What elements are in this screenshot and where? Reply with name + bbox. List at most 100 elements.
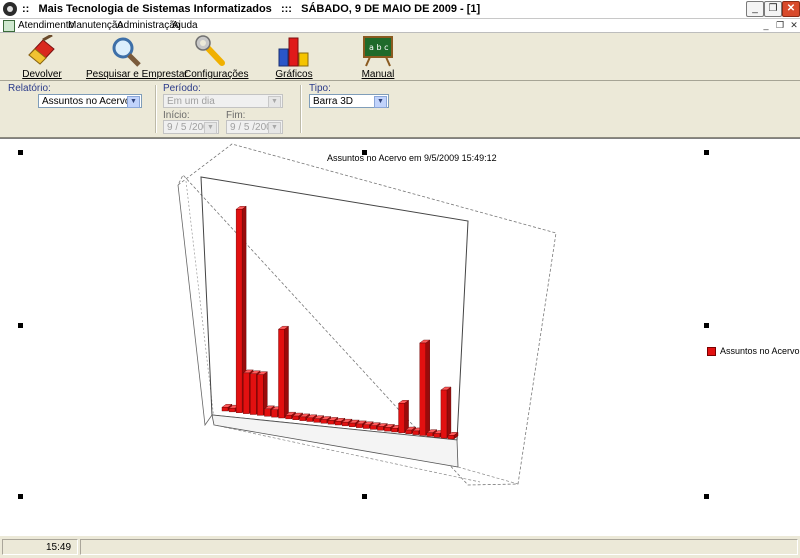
chart-bar-side [284, 325, 289, 419]
toolbar: Devolver Pesquisar e Emprestar Configura… [0, 33, 800, 81]
bars-group [221, 205, 459, 440]
chart-bar [447, 431, 459, 440]
divider [155, 85, 157, 133]
floor-front-edge [213, 424, 481, 483]
configuracoes-button[interactable]: Configurações [184, 35, 249, 80]
chart-bar-side [404, 399, 409, 434]
status-bar: 15:49 [0, 536, 800, 558]
chart-bar-face [306, 417, 313, 422]
status-panel [2, 539, 78, 555]
chart-bar-face [341, 421, 349, 427]
chart-bar-face [447, 435, 455, 440]
chart-bar-face [334, 421, 342, 426]
menu-manutencao[interactable]: Manutenção [68, 20, 124, 31]
chevron-down-icon: ▼ [268, 96, 281, 108]
chart-bar-face [440, 389, 448, 439]
window-title: :: Mais Tecnologia de Sistemas Informati… [22, 3, 481, 15]
chart-bar-face [370, 425, 377, 430]
chevron-down-icon: ▼ [268, 122, 281, 134]
resize-handle[interactable] [18, 494, 23, 499]
magnifier-icon [112, 37, 141, 67]
chart-bar [235, 205, 247, 414]
chart-bar-side [446, 386, 452, 439]
tipo-value: Barra 3D [313, 96, 354, 107]
close-button[interactable]: ✕ [782, 1, 800, 17]
resize-handle[interactable] [704, 323, 709, 328]
chart-bar-face [242, 372, 250, 414]
periodo-value: Em um dia [167, 96, 215, 107]
mdi-restore-button[interactable]: ❐ [775, 20, 785, 30]
chart-bar-face [285, 414, 292, 420]
restore-button[interactable]: ❐ [764, 1, 782, 17]
chevron-down-icon: ▼ [374, 96, 387, 108]
resize-handle[interactable] [704, 494, 709, 499]
periodo-select[interactable]: Em um dia ▼ [163, 94, 283, 108]
mdi-window-icon[interactable] [3, 20, 15, 32]
chart-bar-face [228, 407, 236, 413]
status-clock: 15:49 [46, 542, 72, 553]
menu-ajuda[interactable]: Ajuda [172, 20, 198, 31]
inicio-value: 9 / 5 /2009 [167, 122, 215, 133]
status-panel [80, 539, 798, 555]
relatorio-value: Assuntos no Acervo [42, 96, 131, 107]
periodo-label: Período: [163, 83, 201, 94]
wrench-icon [195, 35, 225, 66]
pesquisar-label: Pesquisar e Emprestar [86, 69, 188, 80]
minimize-button[interactable]: _ [746, 1, 764, 17]
chart-bar-face [292, 415, 299, 420]
filter-panel: Relatório: Assuntos no Acervo ▼ Período:… [0, 81, 800, 138]
configuracoes-label: Configurações [184, 69, 249, 80]
resize-handle[interactable] [362, 150, 367, 155]
chart-bar-face [348, 422, 356, 427]
manual-button[interactable]: a b c Manual [356, 35, 400, 80]
resize-handle[interactable] [18, 323, 23, 328]
menu-bar: Atendimento Manutenção Administração Aju… [0, 19, 800, 33]
resize-handle[interactable] [704, 150, 709, 155]
left-axis-wall [177, 184, 213, 427]
tipo-label: Tipo: [309, 83, 331, 94]
chart-bar-face [384, 427, 391, 432]
chevron-down-icon: ▼ [127, 96, 140, 108]
chart-bar-face [299, 416, 306, 421]
chart-bar-side [425, 339, 430, 436]
chart-title: Assuntos no Acervo em 9/5/2009 15:49:12 [327, 153, 497, 163]
menu-administracao[interactable]: Administração [117, 20, 181, 31]
chart-bar-face [398, 403, 405, 434]
chart-3d-frame [177, 143, 557, 486]
tipo-select[interactable]: Barra 3D ▼ [309, 94, 389, 108]
pesquisar-button[interactable]: Pesquisar e Emprestar [86, 35, 188, 80]
chart-canvas[interactable]: Assuntos no Acervo em 9/5/2009 15:49:12 … [0, 138, 800, 537]
menu-atendimento[interactable]: Atendimento [18, 20, 75, 31]
chart-bar-face [327, 420, 335, 425]
bar-chart-icon [278, 37, 309, 67]
chart-bar [277, 325, 290, 419]
chart-bar [397, 399, 410, 434]
chart-bar-face [426, 432, 434, 437]
chart-bar-face [250, 373, 257, 415]
chart-bar-face [433, 433, 441, 438]
chart-bar [419, 339, 431, 436]
graficos-button[interactable]: Gráficos [272, 35, 316, 80]
mdi-close-button[interactable]: ✕ [790, 20, 798, 30]
app-logo-icon[interactable] [3, 2, 17, 16]
chart-bar-face [412, 430, 419, 435]
resize-handle[interactable] [18, 150, 23, 155]
chevron-down-icon: ▼ [204, 122, 217, 134]
relatorio-select[interactable]: Assuntos no Acervo ▼ [38, 94, 142, 108]
graficos-label: Gráficos [275, 69, 313, 80]
chart-bar-face [355, 423, 363, 428]
fim-date-picker[interactable]: 9 / 5 /2009 ▼ [226, 120, 283, 134]
mdi-minimize-button[interactable]: _ [763, 20, 769, 30]
resize-handle[interactable] [362, 494, 367, 499]
devolver-button[interactable]: Devolver [20, 35, 64, 80]
chart-bar-face [320, 419, 328, 424]
inicio-date-picker[interactable]: 9 / 5 /2009 ▼ [163, 120, 219, 134]
chart-bar-face [235, 209, 243, 413]
chart-plot [177, 143, 557, 486]
chart-bar-face [221, 407, 229, 412]
svg-text:a b c: a b c [369, 43, 388, 52]
chart-bar-face [377, 426, 384, 431]
fim-value: 9 / 5 /2009 [230, 122, 278, 133]
divider [300, 85, 302, 133]
inicio-label: Início: [163, 110, 190, 121]
